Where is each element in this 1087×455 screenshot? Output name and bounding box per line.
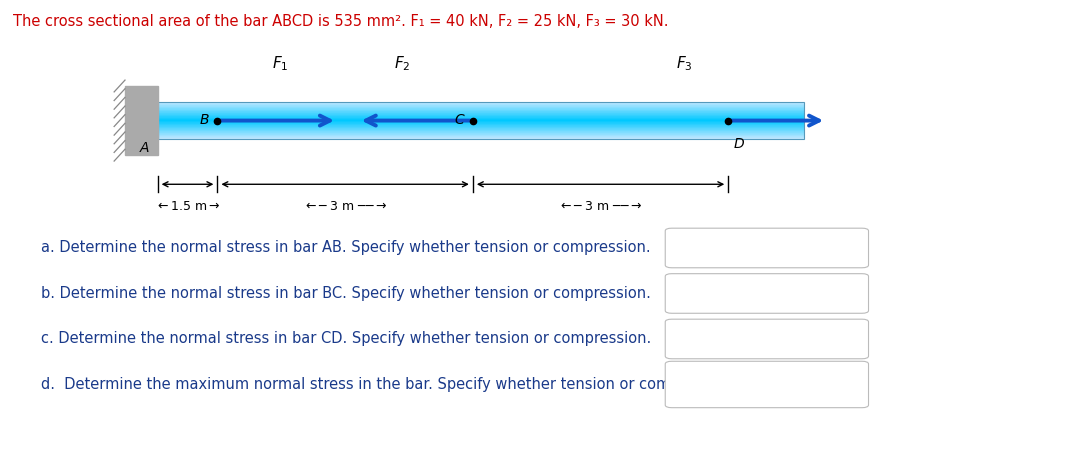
Bar — [158, 122, 804, 124]
Bar — [158, 112, 804, 113]
Text: a. Determine the normal stress in bar AB. Specify whether tension or compression: a. Determine the normal stress in bar AB… — [41, 241, 651, 255]
Text: C: C — [454, 113, 464, 126]
Text: $\leftarrow$─ 3 m ──$\rightarrow$: $\leftarrow$─ 3 m ──$\rightarrow$ — [303, 200, 387, 213]
Bar — [158, 135, 804, 136]
Bar — [158, 115, 804, 116]
Bar — [158, 113, 804, 114]
Bar — [158, 122, 804, 123]
Bar — [158, 127, 804, 128]
Text: c. Determine the normal stress in bar CD. Specify whether tension or compression: c. Determine the normal stress in bar CD… — [41, 332, 651, 346]
Bar — [158, 119, 804, 120]
Text: The cross sectional area of the bar ABCD is 535 mm². F₁ = 40 kN, F₂ = 25 kN, F₃ : The cross sectional area of the bar ABCD… — [13, 14, 669, 29]
Bar — [158, 116, 804, 117]
Text: $\mathit{F}_2$: $\mathit{F}_2$ — [393, 54, 411, 73]
Text: A: A — [140, 141, 149, 155]
Bar — [158, 135, 804, 136]
Bar — [158, 107, 804, 108]
Bar — [158, 111, 804, 113]
FancyBboxPatch shape — [665, 228, 869, 268]
Bar — [158, 130, 804, 131]
Bar — [158, 133, 804, 134]
Bar — [158, 120, 804, 121]
FancyBboxPatch shape — [665, 319, 869, 359]
Bar — [158, 128, 804, 129]
Bar — [158, 129, 804, 130]
Bar — [158, 124, 804, 125]
Text: d.  Determine the maximum normal stress in the bar. Specify whether tension or c: d. Determine the maximum normal stress i… — [41, 377, 737, 392]
Bar — [158, 127, 804, 128]
Bar — [158, 118, 804, 119]
Bar — [158, 102, 804, 103]
Bar — [158, 106, 804, 107]
Bar — [158, 133, 804, 135]
Bar — [158, 131, 804, 133]
Bar — [158, 131, 804, 132]
Text: $\mathit{F}_1$: $\mathit{F}_1$ — [272, 54, 289, 73]
Bar — [158, 107, 804, 108]
Bar — [158, 108, 804, 109]
Bar — [158, 123, 804, 124]
Bar — [158, 121, 804, 122]
FancyBboxPatch shape — [665, 274, 869, 313]
FancyBboxPatch shape — [665, 361, 869, 408]
Bar — [158, 105, 804, 106]
Bar — [158, 116, 804, 117]
Bar — [158, 113, 804, 115]
Bar — [158, 109, 804, 110]
Bar — [158, 125, 804, 126]
Bar — [158, 136, 804, 137]
Bar — [158, 121, 804, 122]
Bar — [158, 136, 804, 137]
Bar — [158, 111, 804, 112]
Bar — [158, 124, 804, 126]
Bar — [158, 138, 804, 139]
Bar — [158, 103, 804, 104]
Text: D: D — [734, 136, 745, 151]
Bar — [158, 102, 804, 139]
Bar — [158, 132, 804, 133]
Bar — [158, 110, 804, 111]
Text: B: B — [199, 113, 209, 126]
Text: b. Determine the normal stress in bar BC. Specify whether tension or compression: b. Determine the normal stress in bar BC… — [41, 286, 651, 301]
Text: $\leftarrow$─ 3 m ──$\rightarrow$: $\leftarrow$─ 3 m ──$\rightarrow$ — [559, 200, 642, 213]
Bar — [158, 104, 804, 106]
Bar — [158, 115, 804, 116]
Bar — [125, 86, 158, 155]
Bar — [158, 134, 804, 135]
Bar — [158, 117, 804, 118]
Bar — [158, 129, 804, 130]
Bar — [158, 120, 804, 121]
Bar — [158, 126, 804, 127]
Bar — [158, 137, 804, 138]
Text: $\mathit{F}_3$: $\mathit{F}_3$ — [676, 54, 694, 73]
Bar — [158, 118, 804, 119]
Bar — [158, 102, 804, 104]
Text: $\leftarrow$1.5 m$\rightarrow$: $\leftarrow$1.5 m$\rightarrow$ — [154, 200, 221, 213]
Bar — [158, 109, 804, 110]
Bar — [158, 104, 804, 105]
Bar — [158, 114, 804, 115]
